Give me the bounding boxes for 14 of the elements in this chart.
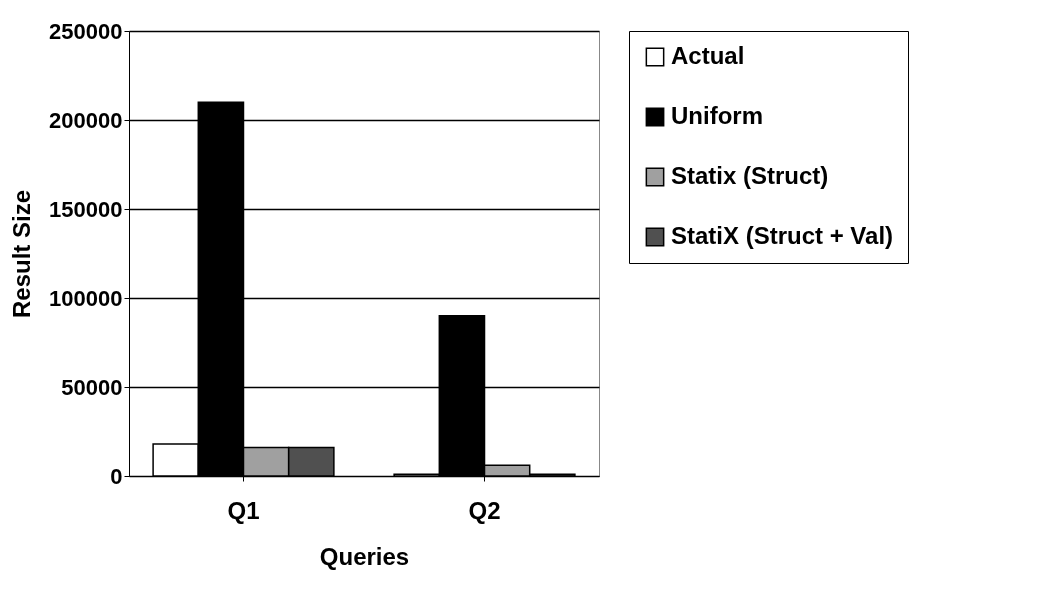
x-tick-label: Q1 xyxy=(227,496,260,524)
y-tick-label: 200000 xyxy=(49,107,123,133)
legend-label: Actual xyxy=(671,42,745,69)
x-tick-label: Q2 xyxy=(468,496,501,524)
y-tick-label: 0 xyxy=(110,463,123,489)
legend-label: Statix (Struct) xyxy=(671,162,829,189)
y-tick-label: 100000 xyxy=(49,285,123,311)
y-tick-label: 50000 xyxy=(61,374,123,400)
legend-label: StatiX (Struct + Val) xyxy=(671,222,894,249)
y-axis-title: Result Size xyxy=(8,189,36,319)
x-axis-title: Queries xyxy=(319,542,410,570)
legend-label: Uniform xyxy=(671,102,763,129)
y-tick-label: 250000 xyxy=(49,18,123,44)
y-tick-label: 150000 xyxy=(49,196,123,222)
